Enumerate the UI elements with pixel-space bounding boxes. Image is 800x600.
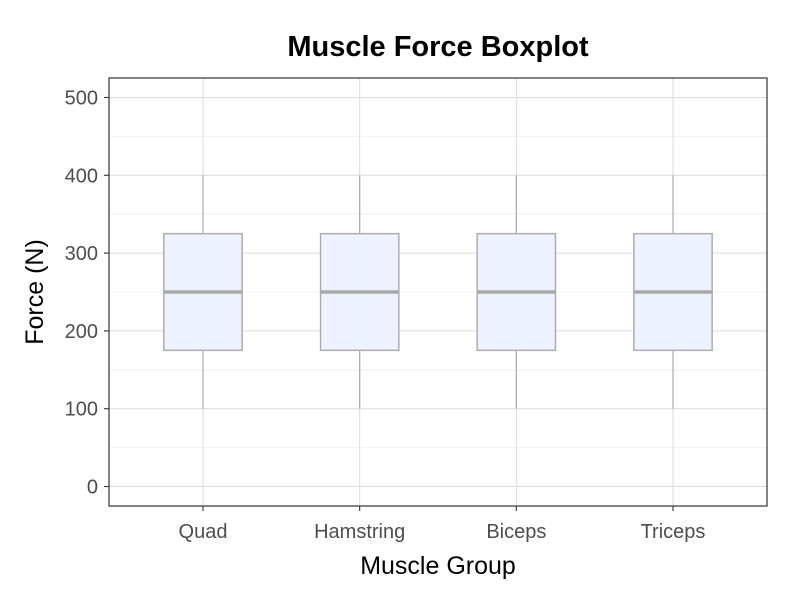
y-axis-ticks: 0 100 200 300 400 500 [65,87,109,499]
y-tick-label: 0 [87,477,98,499]
y-tick-label: 400 [65,165,98,187]
x-axis-ticks: Quad Hamstring Biceps Triceps [179,506,706,543]
y-tick-label: 200 [65,321,98,343]
box-biceps [476,175,557,409]
x-axis-title: Muscle Group [360,552,516,580]
y-tick-label: 100 [65,399,98,421]
chart-title: Muscle Force Boxplot [287,31,589,63]
x-tick-label: Triceps [641,521,706,543]
y-tick-label: 500 [65,87,98,109]
box-hamstring [319,175,400,409]
plot-area [163,175,713,409]
panel-border [108,77,768,507]
y-axis-title: Force (N) [21,239,49,345]
x-tick-label: Quad [179,521,228,543]
box-triceps [633,175,713,409]
box-quad [163,175,243,409]
x-tick-label: Biceps [486,521,546,543]
y-tick-label: 300 [65,243,98,265]
x-tick-label: Hamstring [314,521,405,543]
